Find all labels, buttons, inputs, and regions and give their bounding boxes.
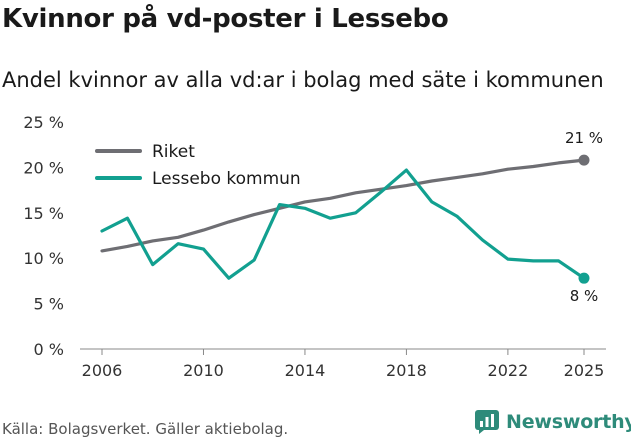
y-tick-label: 15 % xyxy=(23,204,64,223)
newsworthy-logo-icon xyxy=(475,410,499,434)
legend-label: Lessebo kommun xyxy=(152,169,301,189)
x-tick-label: 2025 xyxy=(564,361,605,380)
y-tick-label: 0 % xyxy=(34,340,64,359)
series-line-lessebo-kommun xyxy=(100,168,586,280)
x-tick-label: 2010 xyxy=(183,361,224,380)
brand-name: Newsworthy xyxy=(506,411,631,433)
chart-title: Kvinnor på vd-poster i Lessebo xyxy=(2,4,449,34)
end-label-riket: 21 % xyxy=(565,129,603,147)
y-tick-label: 5 % xyxy=(34,295,64,314)
x-tick-label: 2018 xyxy=(386,361,427,380)
end-point-marker xyxy=(578,272,590,284)
line-chart: 0 % 5 % 10 % 15 % 20 % 25 % 2006 2010 2014 2018 20… xyxy=(23,113,606,380)
series-line-riket xyxy=(100,158,586,253)
y-tick-label: 20 % xyxy=(23,158,64,177)
x-tick-label: 2022 xyxy=(488,361,529,380)
end-point-marker xyxy=(578,154,590,166)
x-tick-label: 2006 xyxy=(82,361,123,380)
chart-subtitle: Andel kvinnor av alla vd:ar i bolag med … xyxy=(2,68,604,92)
end-label-lessebo: 8 % xyxy=(570,287,599,305)
y-tick-label: 10 % xyxy=(23,249,64,268)
legend-label: Riket xyxy=(152,142,195,162)
x-tick-label: 2014 xyxy=(285,361,326,380)
source-note: Källa: Bolagsverket. Gäller aktiebolag. xyxy=(2,420,289,438)
brand-logo: Newsworthy xyxy=(474,406,631,438)
y-tick-label: 25 % xyxy=(23,113,64,132)
